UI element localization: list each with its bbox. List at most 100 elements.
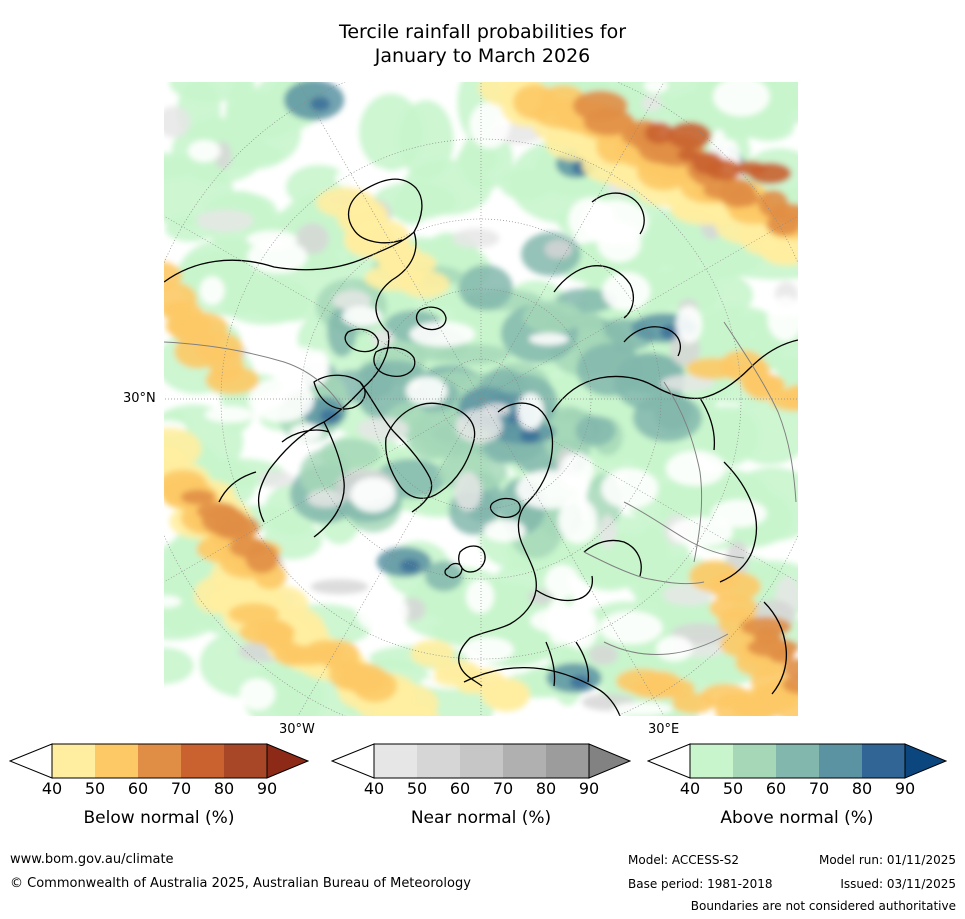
colorbar-swatch <box>819 744 862 778</box>
probability-patch <box>310 579 369 595</box>
colorbar-low-extend <box>9 743 53 779</box>
probability-patch <box>656 635 693 662</box>
coast-siberia <box>551 326 798 451</box>
colorbar-outline <box>373 743 590 779</box>
colorbar-near-normal-label: Near normal (%) <box>410 808 552 828</box>
probability-patch <box>612 702 673 716</box>
coast-greenland <box>385 402 476 499</box>
probability-patch <box>758 231 798 266</box>
graticule-line <box>297 398 482 716</box>
probability-patch <box>781 384 798 411</box>
colorbar-swatch <box>546 744 589 778</box>
probability-patch <box>743 114 794 142</box>
colorbar-above-normal: 40 50 60 70 80 90 <box>647 743 947 799</box>
probability-patch <box>332 290 372 311</box>
title-line-1: Tercile rainfall probabilities for <box>338 21 627 43</box>
probability-patch <box>599 611 663 645</box>
probability-patch <box>247 240 308 274</box>
probability-patch <box>359 93 423 171</box>
colorbar-outline <box>689 743 906 779</box>
latitude-label: 30°N <box>123 391 156 406</box>
boundaries-disclaimer: Boundaries are not considered authoritat… <box>690 899 956 913</box>
longitude-label-east: 30°E <box>648 722 680 737</box>
graticule-line <box>297 82 482 400</box>
longitude-label-west: 30°W <box>279 722 315 737</box>
colorbar-above-normal-label: Above normal (%) <box>720 808 874 828</box>
probability-patch <box>248 377 315 422</box>
probability-patch <box>480 677 531 710</box>
probability-patch <box>558 497 598 544</box>
probability-patch <box>335 165 394 191</box>
map-title: Tercile rainfall probabilities for Janua… <box>0 20 965 68</box>
graticule-line <box>480 398 665 716</box>
colorbar-swatch <box>503 744 546 778</box>
probability-patch <box>205 365 260 395</box>
model-run-date: Model run: 01/11/2025 <box>818 853 956 867</box>
copyright-notice: © Commonwealth of Australia 2025, Austra… <box>10 876 471 891</box>
colorbar-swatch <box>138 744 181 778</box>
colorbar-above-normal-ticks: 40 50 60 70 80 90 <box>647 779 947 799</box>
probability-patch <box>660 374 715 392</box>
probability-patch <box>588 644 619 666</box>
probability-patch <box>180 489 215 505</box>
probability-patch <box>454 471 482 512</box>
probability-patch <box>405 376 448 406</box>
probability-patch <box>783 658 798 680</box>
probability-patch <box>456 144 499 174</box>
probability-patch <box>568 197 614 242</box>
probability-patch <box>528 332 569 346</box>
coast-mediterranean <box>463 641 621 716</box>
probability-patch <box>246 230 298 249</box>
tick-label: 40 <box>363 779 385 798</box>
tick-label: 50 <box>722 779 744 798</box>
polar-map <box>164 82 798 716</box>
tick-label: 70 <box>492 779 514 798</box>
coast-british-isles <box>444 545 486 579</box>
tick-label: 80 <box>851 779 873 798</box>
tick-label: 80 <box>535 779 557 798</box>
probability-patch <box>245 542 279 574</box>
probability-patch <box>458 264 513 311</box>
probability-patch <box>769 647 795 664</box>
probability-patch <box>410 639 455 667</box>
colorbar-swatch <box>862 744 905 778</box>
website-link[interactable]: www.bom.gov.au/climate <box>10 852 174 867</box>
probability-patch <box>643 82 669 94</box>
tick-label: 50 <box>84 779 106 798</box>
probability-patch <box>576 311 605 353</box>
probability-patch <box>469 101 510 149</box>
probability-patch <box>373 702 440 716</box>
probability-patch <box>320 409 340 423</box>
probability-patch <box>601 468 659 509</box>
probability-patch <box>451 228 500 249</box>
issued-date: Issued: 03/11/2025 <box>840 877 956 891</box>
tick-label: 60 <box>449 779 471 798</box>
colorbar-swatch <box>776 744 819 778</box>
probability-patch <box>356 590 409 634</box>
colorbar-swatch <box>733 744 776 778</box>
probability-patch <box>228 603 280 625</box>
probability-patch <box>199 276 225 305</box>
coast-arctic-islands <box>313 306 447 410</box>
probability-patch <box>735 695 783 716</box>
probability-patch <box>424 560 464 592</box>
tick-label: 90 <box>256 779 278 798</box>
probability-patch <box>653 393 692 431</box>
probability-patch <box>399 270 450 298</box>
probability-patch <box>164 595 182 608</box>
colorbar-below-normal-ticks: 40 50 60 70 80 90 <box>9 779 309 799</box>
probability-patch <box>295 223 329 255</box>
probability-patch <box>393 187 430 225</box>
probability-patch <box>219 275 312 325</box>
graticule-line <box>164 215 482 400</box>
probability-patch <box>164 106 191 138</box>
colorbar-swatch <box>181 744 224 778</box>
coast-far-east <box>553 192 645 319</box>
probability-patch <box>665 450 726 487</box>
probability-patch <box>644 122 674 144</box>
probability-patch <box>728 189 760 207</box>
probability-patch <box>481 403 511 417</box>
probability-patch <box>598 514 617 549</box>
colorbar-swatch <box>95 744 138 778</box>
probability-patch <box>239 678 276 711</box>
